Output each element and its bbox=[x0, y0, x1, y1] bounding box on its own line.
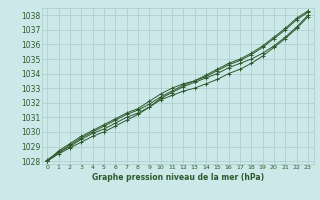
X-axis label: Graphe pression niveau de la mer (hPa): Graphe pression niveau de la mer (hPa) bbox=[92, 173, 264, 182]
